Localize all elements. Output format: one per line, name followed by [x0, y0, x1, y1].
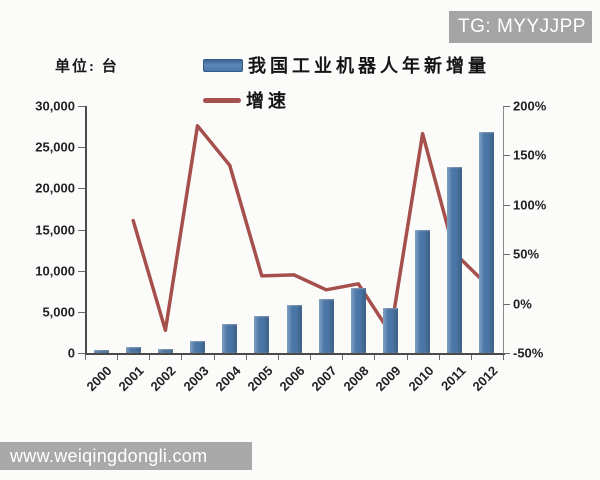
bar-2010 — [415, 229, 431, 353]
growth-rate-line — [131, 124, 489, 335]
right-axis-tick — [503, 204, 510, 206]
right-axis-tick-label: -50% — [513, 345, 544, 361]
x-axis-tick — [470, 355, 472, 360]
bottom-axis-line — [85, 353, 505, 355]
left-axis-tick-label: 30,000 — [35, 98, 75, 114]
right-axis-line — [503, 106, 504, 354]
legend: 我国工业机器人年新增量 增速 — [203, 53, 490, 123]
legend-item-line: 增速 — [203, 88, 490, 112]
x-axis-tick — [181, 355, 183, 360]
x-axis-label: 2008 — [340, 363, 372, 395]
watermark: www.weiqingdongli.com — [0, 442, 252, 470]
x-axis-label: 2006 — [276, 363, 308, 395]
x-axis-tick — [310, 355, 312, 360]
left-axis-tick — [78, 353, 85, 354]
x-axis-tick — [117, 355, 119, 360]
left-axis-tick-label: 10,000 — [35, 263, 75, 279]
x-axis-label: 2012 — [469, 363, 501, 395]
x-axis-tick — [149, 355, 151, 360]
telegram-badge: TG: MYYJJPP — [449, 11, 592, 43]
bar-2000 — [93, 349, 109, 353]
x-axis-label: 2007 — [308, 363, 340, 395]
unit-label: 单位: 台 — [55, 59, 119, 75]
bar-2002 — [157, 348, 173, 353]
bar-2006 — [286, 305, 302, 353]
left-axis-tick — [78, 147, 85, 149]
left-axis-tick — [78, 270, 85, 272]
x-axis-label: 2010 — [405, 363, 437, 395]
x-axis-label: 2003 — [180, 363, 212, 395]
x-axis-tick — [438, 355, 440, 360]
right-axis-tick — [503, 254, 510, 256]
right-axis-tick-label: 50% — [513, 246, 540, 262]
bar-2003 — [190, 341, 206, 353]
x-axis-label: 2000 — [83, 363, 115, 395]
x-axis-tick — [213, 355, 215, 360]
right-axis-tick-label: 0% — [513, 296, 532, 312]
right-axis-tick — [503, 106, 510, 107]
bar-2008 — [350, 287, 366, 353]
bar-2012 — [479, 131, 495, 353]
bar-2007 — [318, 298, 334, 353]
right-axis-tick — [503, 155, 510, 157]
right-axis-tick — [503, 353, 510, 354]
left-axis-line — [85, 106, 87, 354]
bar-2005 — [254, 315, 270, 353]
left-axis-tick-label: 5,000 — [42, 304, 75, 320]
x-axis-tick — [277, 355, 279, 360]
left-axis-tick-label: 15,000 — [35, 222, 75, 237]
bar-2001 — [125, 347, 141, 353]
x-axis-tick — [85, 355, 86, 360]
x-axis-tick — [406, 355, 408, 360]
x-axis-label: 2005 — [244, 363, 276, 395]
bar-2004 — [222, 324, 238, 353]
line-series-label: 增速 — [246, 91, 290, 111]
x-axis-tick — [503, 355, 504, 360]
right-axis-tick — [503, 303, 510, 305]
x-axis-tick — [342, 355, 344, 360]
bar-2011 — [447, 166, 463, 353]
left-axis-tick — [78, 229, 85, 231]
x-axis-label: 2002 — [147, 363, 179, 395]
x-axis-label: 2004 — [212, 363, 244, 395]
right-axis-tick-label: 150% — [513, 147, 547, 163]
right-axis-tick-label: 200% — [513, 98, 547, 114]
bar-series-swatch-icon — [203, 58, 243, 72]
left-axis-tick-label: 25,000 — [35, 139, 75, 155]
x-axis-label: 2001 — [115, 363, 147, 395]
left-axis-tick — [78, 311, 85, 313]
bar-series-label: 我国工业机器人年新增量 — [248, 56, 490, 76]
left-axis-tick — [78, 106, 85, 107]
x-axis-tick — [245, 355, 247, 360]
left-axis-tick-label: 20,000 — [35, 180, 75, 196]
line-series-swatch-icon — [203, 97, 241, 103]
bar-2009 — [382, 307, 398, 353]
left-axis-tick-label: 0 — [67, 345, 75, 361]
x-axis-label: 2011 — [437, 363, 469, 394]
x-axis-tick — [374, 355, 376, 360]
legend-item-bars: 我国工业机器人年新增量 — [203, 53, 490, 77]
right-axis-tick-label: 100% — [513, 197, 547, 213]
x-axis-label: 2009 — [373, 363, 405, 395]
left-axis-tick — [78, 188, 85, 190]
